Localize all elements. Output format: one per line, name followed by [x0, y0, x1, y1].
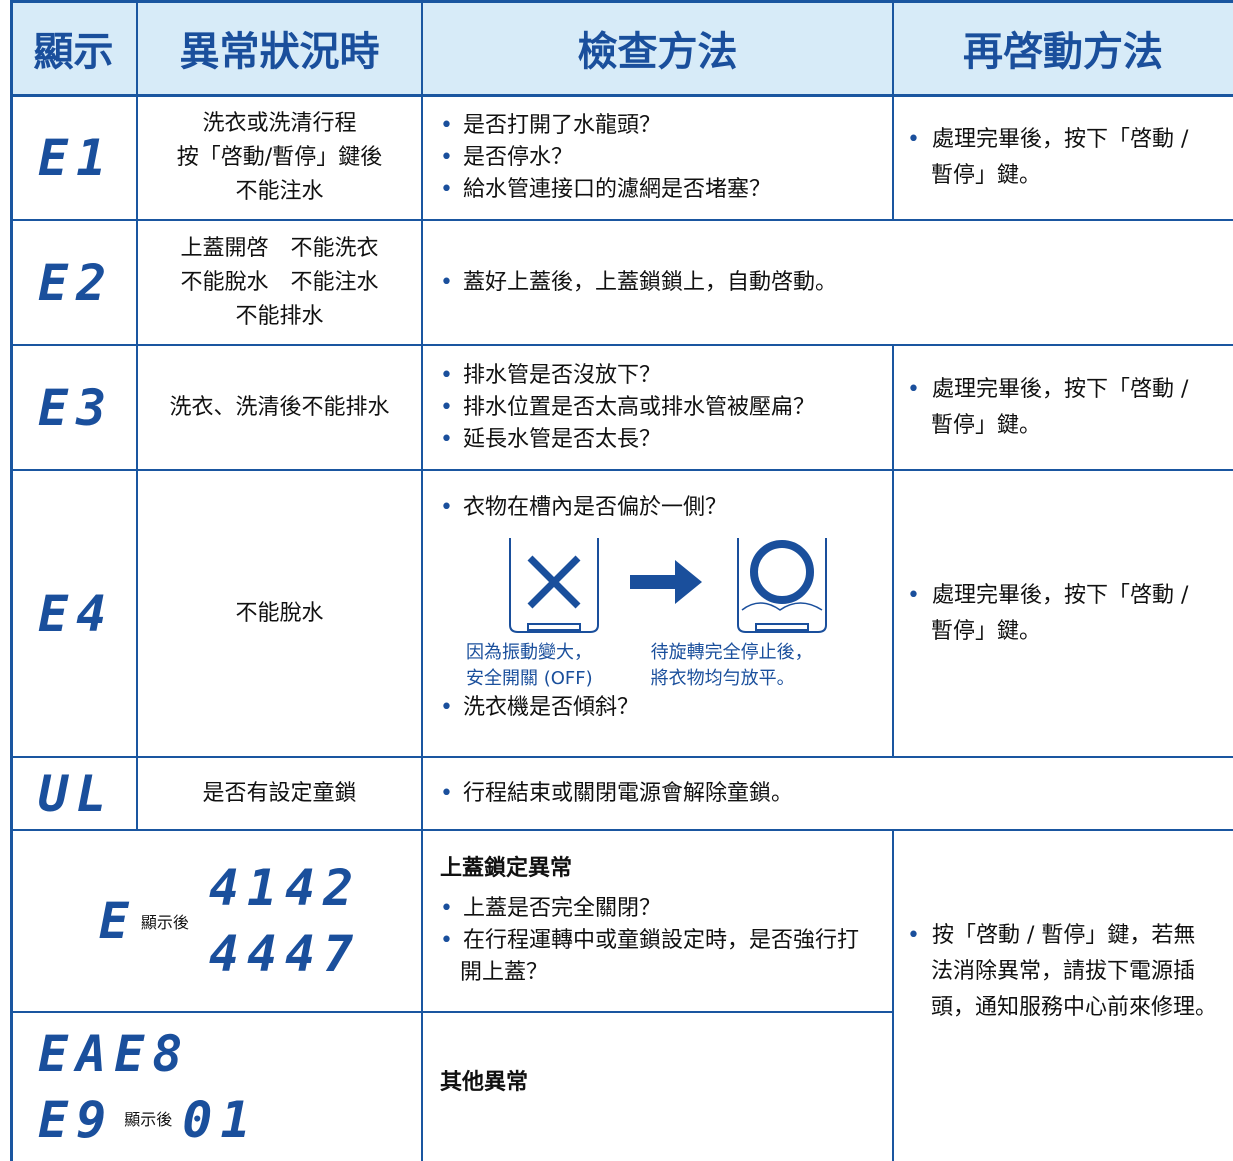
check-item: 是否停水？ — [440, 142, 893, 174]
checks: 其他異常 — [422, 1012, 893, 1161]
text: 不能排水 — [235, 303, 324, 329]
check-item: 給水管連接口的濾網是否堵塞？ — [440, 174, 893, 206]
restart: 處理完畢後，按下「啓動 / 暫停」鍵。 — [893, 345, 1233, 470]
text: 4447 — [208, 925, 362, 983]
border — [10, 344, 1233, 346]
restart: 處理完畢後，按下「啓動 / 暫停」鍵。 — [893, 470, 1233, 757]
text: 處理完畢後，按下「啓動 / 暫停」鍵。 — [907, 578, 1217, 650]
check-title: 上蓋鎖定異常 — [440, 856, 573, 881]
code: E1 — [38, 128, 115, 187]
code: UL — [38, 764, 115, 823]
code-values: 4142 4447 — [209, 855, 361, 987]
check-item: 是否打開了水龍頭？ — [440, 110, 893, 142]
text: 洗衣、洗清後不能排水 — [169, 394, 390, 420]
code: E4 — [38, 584, 115, 643]
condition: 是否有設定童鎖 — [137, 757, 422, 830]
text: 給水管連接口的濾網是否堵塞？ — [462, 176, 771, 202]
text: 在行程運轉中或童鎖設定時，是否強行打開上蓋？ — [460, 928, 859, 985]
text: 將衣物均勻放平。 — [650, 668, 795, 689]
check-item: 蓋好上蓋後，上蓋鎖鎖上，自動啓動。 — [440, 267, 1233, 299]
text: 上蓋是否完全關閉？ — [462, 896, 661, 921]
check-item: 衣物在槽內是否偏於一側？ — [440, 492, 893, 524]
border — [136, 0, 138, 830]
code: EAE8 E9 顯示後 01 — [10, 1012, 422, 1161]
text: 上蓋開啓 不能洗衣 — [180, 235, 379, 261]
text: 待旋轉完全停止後， — [650, 642, 813, 663]
code: E 顯示後 4142 4447 — [10, 830, 422, 1012]
check-item: 排水管是否沒放下？ — [440, 360, 893, 392]
border — [10, 0, 1233, 3]
condition: 上蓋開啓 不能洗衣 不能脫水 不能注水 不能排水 — [137, 220, 422, 345]
check-item: 延長水管是否太長？ — [440, 424, 893, 456]
border — [10, 219, 1233, 221]
condition: 不能脫水 — [137, 470, 422, 757]
checks: 排水管是否沒放下？ 排水位置是否太高或排水管被壓扁？ 延長水管是否太長？ — [422, 345, 893, 470]
caption: 待旋轉完全停止後， 將衣物均勻放平。 — [651, 640, 813, 692]
border — [10, 469, 1233, 471]
text: 洗衣或洗清行程 — [202, 110, 357, 136]
text: 是否停水？ — [462, 144, 573, 170]
header-cell: 檢查方法 — [422, 0, 893, 95]
border — [421, 0, 423, 1161]
text: 延長水管是否太長？ — [462, 426, 661, 452]
code: E3 — [38, 378, 115, 437]
restart: 處理完畢後，按下「啓動 / 暫停」鍵。 — [893, 95, 1233, 220]
text: EAE8 — [38, 1024, 191, 1083]
text: 4142 — [208, 859, 362, 917]
text: E9 — [38, 1090, 115, 1149]
checks: 行程結束或關閉電源會解除童鎖。 — [422, 757, 1233, 830]
text: 安全開關 (OFF) — [466, 668, 593, 689]
text: 洗衣機是否傾斜？ — [462, 695, 639, 720]
text: E — [98, 892, 137, 950]
caption: 因為振動變大， 安全開關 (OFF) — [466, 640, 593, 692]
code: E2 — [38, 253, 115, 312]
text: 排水位置是否太高或排水管被壓扁？ — [462, 394, 815, 420]
border — [892, 0, 894, 220]
check-title: 其他異常 — [440, 1069, 529, 1095]
condition: 洗衣或洗清行程 按「啓動/暫停」鍵後 不能注水 — [137, 95, 422, 220]
checks: 衣物在槽內是否偏於一側？ 因為振動變大， 安全開關 (OFF) 待旋轉完全停止後，… — [422, 470, 893, 757]
restart: 按「啓動 / 暫停」鍵，若無法消除異常，請拔下電源插頭，通知服務中心前來修理。 — [893, 830, 1233, 1161]
border — [10, 0, 13, 1161]
border — [10, 829, 1233, 831]
text: 顯示後 — [140, 913, 189, 932]
text: 處理完畢後，按下「啓動 / 暫停」鍵。 — [907, 122, 1217, 194]
header-cell: 異常狀況時 — [137, 0, 422, 95]
check-item: 上蓋是否完全關閉？ — [440, 893, 879, 925]
check-item: 行程結束或關閉電源會解除童鎖。 — [440, 778, 1233, 810]
border — [10, 756, 1233, 758]
text: 處理完畢後，按下「啓動 / 暫停」鍵。 — [907, 372, 1217, 444]
border — [10, 1011, 893, 1013]
text: 不能脫水 — [235, 600, 324, 626]
checks: 蓋好上蓋後，上蓋鎖鎖上，自動啓動。 — [422, 220, 1233, 345]
code-line: E9 顯示後 01 — [38, 1087, 422, 1153]
header-cell: 再啓動方法 — [893, 0, 1233, 95]
text: 排水管是否沒放下？ — [462, 362, 661, 388]
text: 不能注水 — [235, 178, 324, 204]
text: 行程結束或關閉電源會解除童鎖。 — [462, 780, 793, 806]
text: 顯示後 — [124, 1109, 173, 1129]
text: 按「啓動/暫停」鍵後 — [176, 144, 383, 170]
text: 因為振動變大， — [466, 642, 592, 663]
checks: 上蓋鎖定異常 上蓋是否完全關閉？ 在行程運轉中或童鎖設定時，是否強行打開上蓋？ — [422, 830, 893, 1012]
border — [892, 345, 894, 757]
check-item: 排水位置是否太高或排水管被壓扁？ — [440, 392, 893, 424]
header-cell: 顯示 — [10, 0, 137, 95]
text: 衣物在槽內是否偏於一側？ — [462, 495, 727, 520]
text: 是否打開了水龍頭？ — [462, 112, 661, 138]
condition: 洗衣、洗清後不能排水 — [137, 345, 422, 470]
illustration — [509, 538, 827, 633]
captions: 因為振動變大， 安全開關 (OFF) 待旋轉完全停止後， 將衣物均勻放平。 — [440, 640, 893, 692]
checks: 是否打開了水龍頭？ 是否停水？ 給水管連接口的濾網是否堵塞？ — [422, 95, 893, 220]
text: 是否有設定童鎖 — [202, 780, 357, 806]
border — [892, 830, 894, 1161]
text: 不能脫水 不能注水 — [180, 269, 379, 295]
text: 按「啓動 / 暫停」鍵，若無法消除異常，請拔下電源插頭，通知服務中心前來修理。 — [907, 918, 1217, 1026]
check-item: 洗衣機是否傾斜？ — [440, 692, 893, 724]
text: 01 — [182, 1090, 259, 1149]
text: 蓋好上蓋後，上蓋鎖鎖上，自動啓動。 — [462, 269, 837, 295]
border — [10, 94, 1233, 97]
check-item: 在行程運轉中或童鎖設定時，是否強行打開上蓋？ — [440, 925, 879, 989]
